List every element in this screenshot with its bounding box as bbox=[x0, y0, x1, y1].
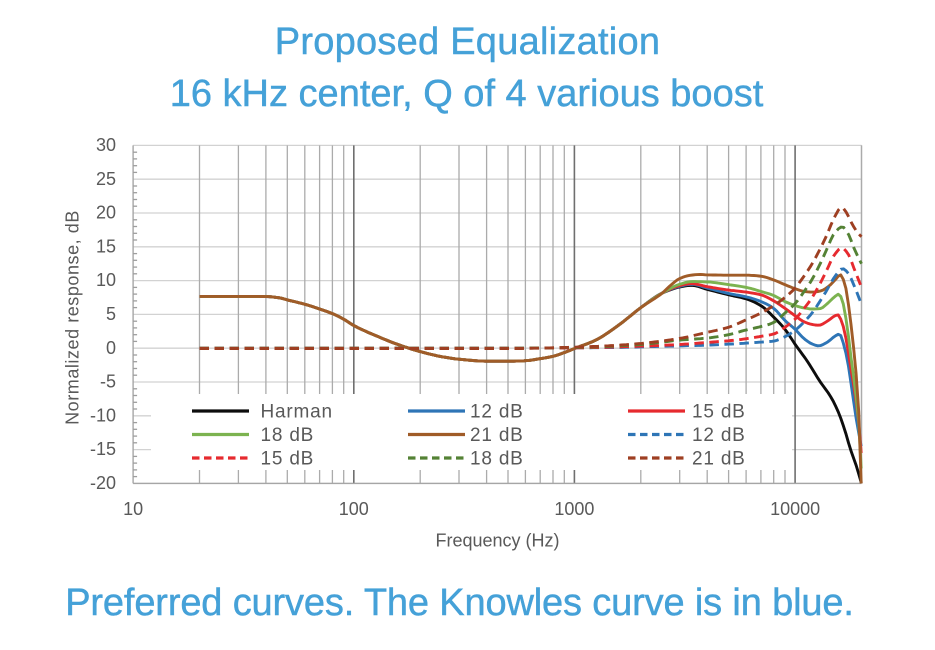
svg-text:12 dB: 12 dB bbox=[692, 425, 746, 446]
svg-text:12 dB: 12 dB bbox=[470, 402, 524, 423]
svg-text:15: 15 bbox=[96, 236, 116, 256]
svg-text:10: 10 bbox=[123, 499, 143, 519]
svg-text:21 dB: 21 dB bbox=[470, 425, 524, 446]
svg-text:10000: 10000 bbox=[770, 499, 820, 519]
svg-text:5: 5 bbox=[106, 304, 116, 324]
svg-text:-5: -5 bbox=[100, 372, 116, 392]
svg-text:0: 0 bbox=[106, 338, 116, 358]
svg-text:1000: 1000 bbox=[554, 499, 594, 519]
svg-text:10: 10 bbox=[96, 270, 116, 290]
svg-text:18 dB: 18 dB bbox=[470, 449, 524, 470]
svg-text:Normalized response, dB: Normalized response, dB bbox=[63, 210, 83, 425]
svg-text:100: 100 bbox=[339, 499, 369, 519]
svg-text:30: 30 bbox=[96, 135, 116, 155]
svg-text:18 dB: 18 dB bbox=[261, 425, 315, 446]
svg-text:-20: -20 bbox=[90, 473, 116, 493]
svg-text:Harman: Harman bbox=[261, 402, 333, 423]
svg-text:21 dB: 21 dB bbox=[692, 449, 746, 470]
svg-text:15 dB: 15 dB bbox=[692, 402, 746, 423]
svg-text:Frequency (Hz): Frequency (Hz) bbox=[435, 530, 559, 550]
svg-text:-15: -15 bbox=[90, 439, 116, 459]
svg-text:25: 25 bbox=[96, 169, 116, 189]
svg-text:-10: -10 bbox=[90, 405, 116, 425]
svg-text:20: 20 bbox=[96, 203, 116, 223]
svg-text:15 dB: 15 dB bbox=[261, 449, 315, 470]
